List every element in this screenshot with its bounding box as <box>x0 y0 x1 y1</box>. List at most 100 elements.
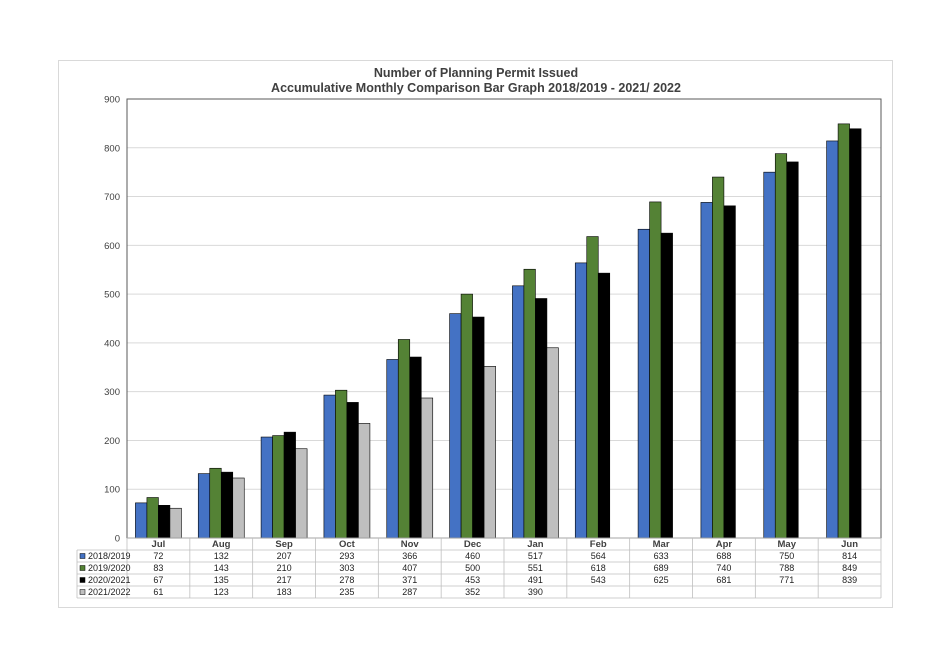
data-label: 543 <box>591 575 606 585</box>
data-label: 371 <box>402 575 417 585</box>
bar <box>260 436 273 539</box>
category-label: Sep <box>275 539 293 550</box>
bar <box>460 293 473 539</box>
bar <box>386 359 399 539</box>
bar <box>649 201 662 539</box>
bar <box>700 202 713 539</box>
legend-swatch <box>79 565 86 571</box>
data-label: 517 <box>528 551 543 561</box>
y-tick-label: 800 <box>104 143 120 154</box>
bar <box>723 205 736 539</box>
data-label: 217 <box>277 575 292 585</box>
bar <box>197 473 211 539</box>
category-label: Jun <box>841 539 858 550</box>
bar <box>409 356 422 539</box>
data-label: 72 <box>153 551 163 561</box>
bar <box>637 228 650 539</box>
bar <box>837 123 850 539</box>
bar <box>220 471 234 539</box>
legend-label: 2018/2019 <box>88 551 131 561</box>
category-label: May <box>778 539 797 550</box>
bar <box>169 507 182 539</box>
bar <box>512 285 525 539</box>
data-label: 551 <box>528 563 543 573</box>
legend-label: 2019/2020 <box>88 563 131 573</box>
bar <box>295 448 308 539</box>
data-label: 740 <box>716 563 731 573</box>
bar <box>712 176 725 539</box>
chart-subtitle: Accumulative Monthly Comparison Bar Grap… <box>271 81 681 95</box>
bar <box>763 171 776 539</box>
data-label: 625 <box>654 575 669 585</box>
bar <box>546 347 559 539</box>
data-label: 681 <box>716 575 731 585</box>
data-label: 135 <box>214 575 229 585</box>
bar <box>209 467 222 539</box>
bar <box>774 153 788 539</box>
data-label: 618 <box>591 563 606 573</box>
y-tick-label: 100 <box>104 485 120 496</box>
data-label: 278 <box>339 575 354 585</box>
bar <box>535 298 548 539</box>
category-label: Oct <box>339 539 356 550</box>
data-label: 61 <box>153 587 163 597</box>
bar <box>472 316 485 539</box>
chart-frame <box>58 60 893 608</box>
data-label: 207 <box>277 551 292 561</box>
y-tick-label: 700 <box>104 192 120 203</box>
bar <box>146 497 159 539</box>
bar <box>397 339 411 539</box>
data-label: 453 <box>465 575 480 585</box>
bar <box>335 389 348 539</box>
bar <box>597 272 611 539</box>
data-label: 352 <box>465 587 480 597</box>
data-label: 788 <box>779 563 794 573</box>
bar <box>358 423 371 539</box>
data-label: 564 <box>591 551 606 561</box>
data-label: 210 <box>277 563 292 573</box>
data-label: 132 <box>214 551 229 561</box>
data-label: 491 <box>528 575 543 585</box>
data-label: 287 <box>402 587 417 597</box>
data-label: 83 <box>153 563 163 573</box>
data-label: 814 <box>842 551 857 561</box>
bar <box>523 268 536 539</box>
category-label: Jan <box>527 539 544 550</box>
category-label: Nov <box>401 539 420 550</box>
bar <box>232 477 245 539</box>
legend-swatch <box>79 577 86 583</box>
data-label: 293 <box>339 551 354 561</box>
bar <box>586 236 599 539</box>
data-label: 688 <box>716 551 731 561</box>
bar <box>158 505 171 539</box>
data-label: 849 <box>842 563 857 573</box>
legend-label: 2021/2022 <box>88 587 131 597</box>
bar <box>135 502 148 539</box>
bar <box>449 313 462 539</box>
bar <box>660 232 673 539</box>
bar <box>826 140 839 539</box>
data-label: 143 <box>214 563 229 573</box>
data-label: 407 <box>402 563 417 573</box>
bar <box>574 262 588 539</box>
y-tick-label: 900 <box>104 95 120 106</box>
bar <box>849 128 862 539</box>
data-label: 460 <box>465 551 480 561</box>
data-label: 303 <box>339 563 354 573</box>
data-label: 633 <box>654 551 669 561</box>
y-tick-label: 0 <box>115 534 120 545</box>
y-tick-label: 500 <box>104 290 120 301</box>
legend-label: 2020/2021 <box>88 575 131 585</box>
y-tick-label: 300 <box>104 387 120 398</box>
bar <box>323 394 336 539</box>
data-label: 123 <box>214 587 229 597</box>
data-label: 67 <box>153 575 163 585</box>
category-label: Jul <box>152 539 166 550</box>
bar <box>786 161 799 539</box>
category-label: Feb <box>590 539 607 550</box>
y-tick-label: 400 <box>104 338 120 349</box>
category-label: Aug <box>212 539 231 550</box>
data-label: 366 <box>402 551 417 561</box>
y-tick-label: 200 <box>104 436 120 447</box>
